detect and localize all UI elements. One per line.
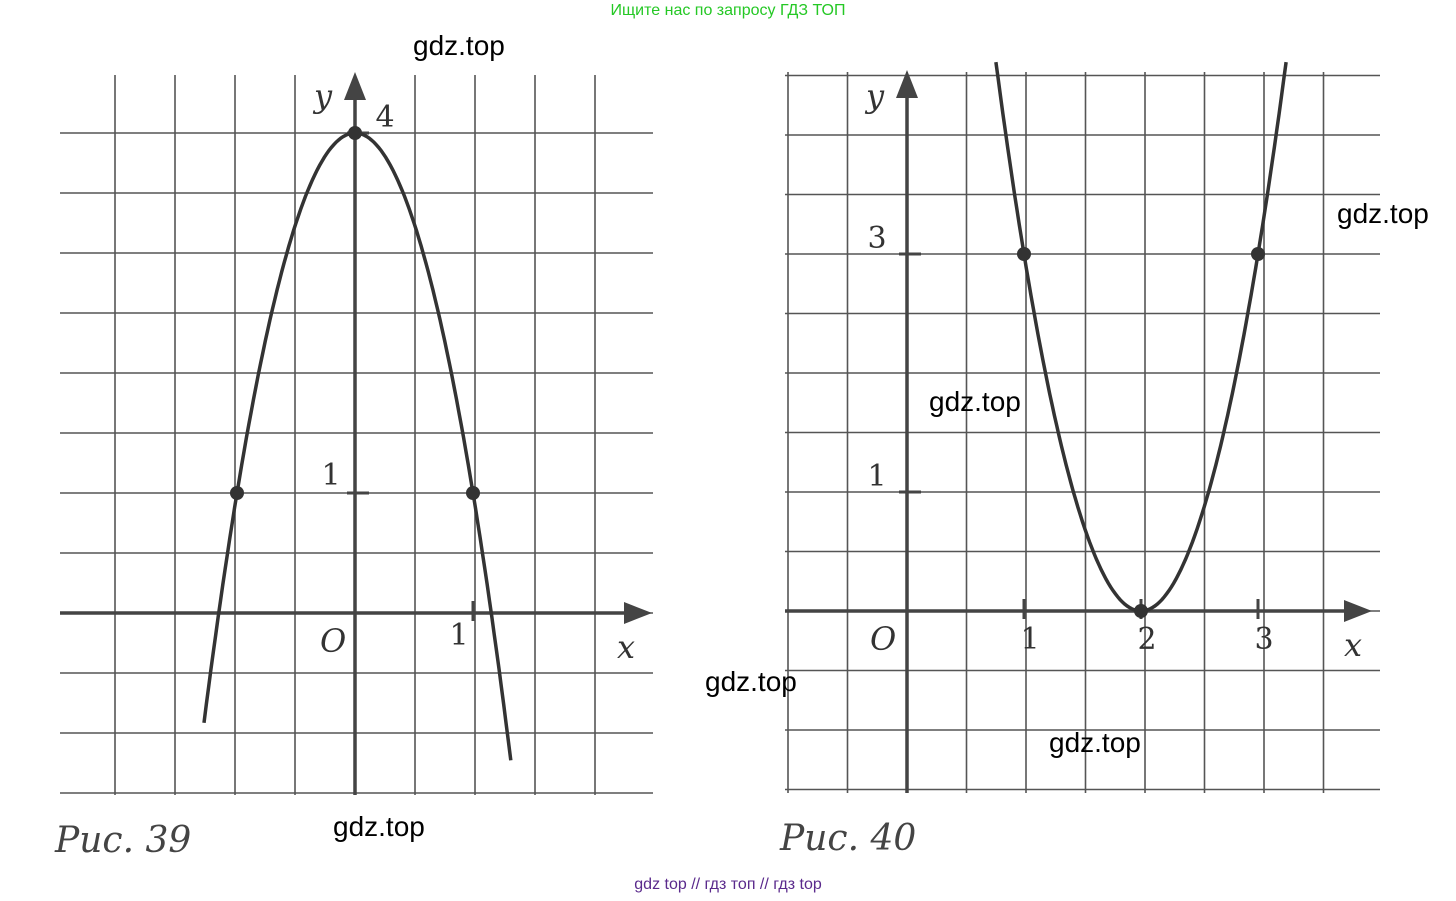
watermark: gdz.top	[929, 386, 1021, 417]
x-axis-label: x	[1344, 626, 1362, 664]
x-tick-label: 1	[1020, 622, 1039, 657]
y-tick-label: 1	[321, 458, 340, 493]
x-tick-label: 1	[449, 618, 468, 653]
y-tick-label: 4	[375, 100, 394, 135]
y-axis-arrow	[344, 72, 366, 100]
figure-39-caption: Рис. 39	[55, 820, 192, 861]
y-axis-label: y	[312, 77, 333, 115]
figure-40-caption: Рис. 40	[780, 818, 917, 859]
watermark: gdz.top	[413, 30, 505, 61]
figure-39-chart: x y O 1 1 4	[60, 72, 653, 795]
watermark: gdz.top	[333, 811, 425, 842]
header-text: Ищите нас по запросу ГДЗ ТОП	[610, 2, 846, 19]
origin-label: O	[870, 620, 896, 658]
x-tick-label: 3	[1254, 622, 1273, 657]
watermark: gdz.top	[705, 666, 797, 697]
watermark: gdz.top	[1337, 198, 1429, 229]
curve-point	[1134, 604, 1148, 618]
y-tick-label: 1	[867, 459, 886, 494]
watermark: gdz.top	[1049, 727, 1141, 758]
parabola-curve	[994, 61, 1288, 613]
x-tick-label: 2	[1137, 622, 1156, 657]
curve-point	[348, 126, 362, 140]
origin-label: O	[320, 622, 346, 660]
footer-text: gdz top // гдз топ // гдз top	[634, 876, 822, 893]
x-axis-arrow	[624, 602, 652, 624]
y-axis-label: y	[864, 77, 885, 115]
x-axis-label: x	[617, 628, 635, 666]
y-axis-arrow	[896, 70, 918, 98]
curve-point	[1251, 247, 1265, 261]
curve-point	[466, 486, 480, 500]
x-axis-arrow	[1344, 600, 1372, 622]
curve-point	[1017, 247, 1031, 261]
y-tick-label: 3	[867, 221, 886, 256]
curve-point	[230, 486, 244, 500]
grid	[785, 72, 1380, 793]
